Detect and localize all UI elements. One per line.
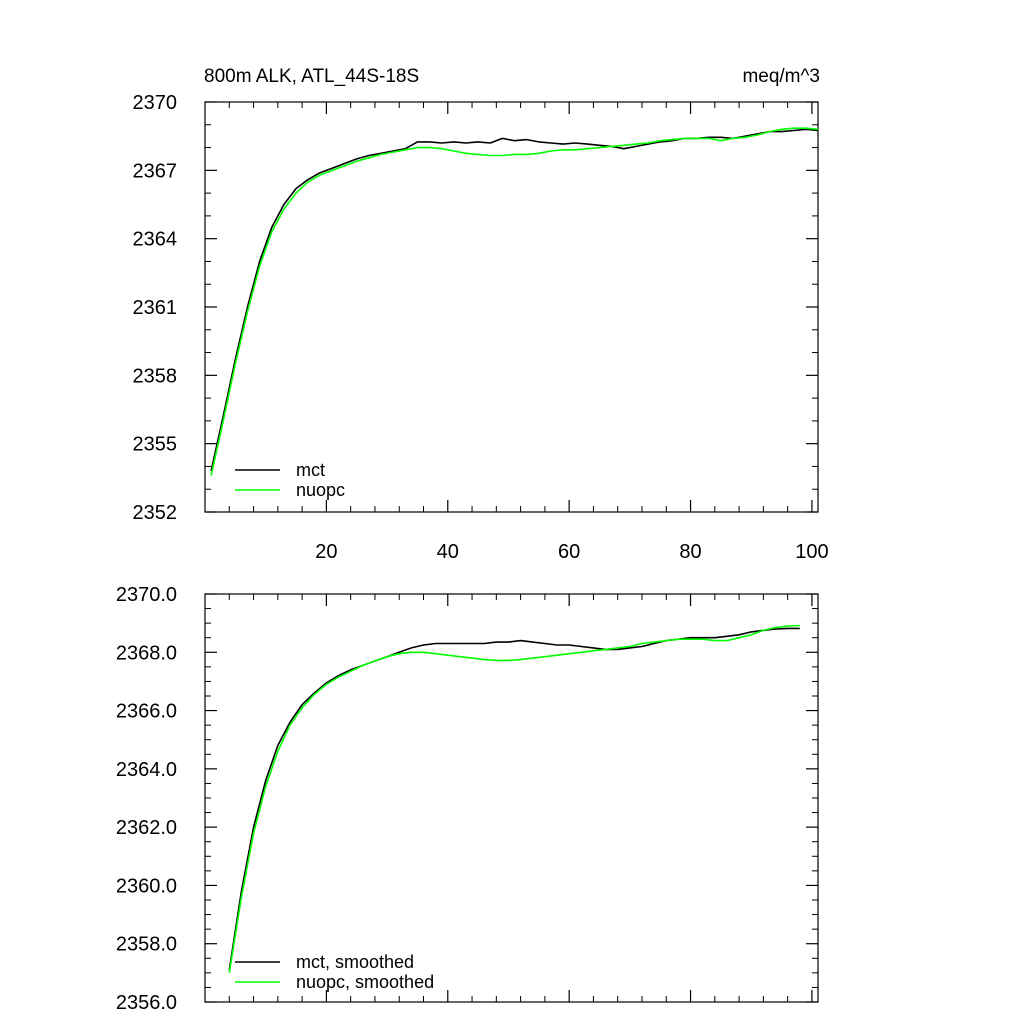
y-tick-label: 2366.0: [116, 701, 177, 723]
y-tick-label: 2358: [133, 365, 178, 387]
y-tick-label: 2356.0: [116, 992, 177, 1014]
x-tick-label: 20: [315, 541, 337, 563]
y-tick-label: 2361: [133, 297, 178, 319]
tick-labels: 2356.0 2358.0 2360.0 2362.0 2364.0 2366.0 2368…: [116, 584, 177, 1014]
plot-frame: [204, 593, 819, 1003]
y-tick-label: 2367: [133, 160, 178, 182]
legend-label-mct: mct: [296, 460, 325, 480]
series-line-mct-smoothed: [228, 627, 800, 971]
series-layer: [210, 127, 819, 476]
x-tick-label: 40: [437, 541, 459, 563]
plot-frame: [204, 101, 819, 513]
legend: mct, smoothed nuopc, smoothed: [235, 952, 434, 992]
series-line-mct: [210, 128, 819, 472]
series-line-nuopc: [210, 127, 819, 476]
x-tick-label: 60: [558, 541, 580, 563]
y-tick-label: 2364.0: [116, 759, 177, 781]
y-tick-label: 2355: [133, 434, 178, 456]
tick-marks: [205, 101, 818, 513]
y-tick-label: 2352: [133, 502, 178, 524]
series-layer: [228, 624, 800, 974]
y-tick-label: 2364: [133, 229, 178, 251]
chart-units: meq/m^3: [742, 66, 820, 87]
legend-label-nuopc: nuopc: [296, 480, 345, 500]
legend: mct nuopc: [235, 460, 345, 500]
tick-marks: [205, 593, 818, 1003]
y-tick-label: 2370: [133, 92, 178, 114]
y-tick-label: 2358.0: [116, 934, 177, 956]
y-tick-label: 2368.0: [116, 642, 177, 664]
y-tick-label: 2370.0: [116, 584, 177, 606]
series-line-nuopc-smoothed: [228, 624, 800, 974]
x-tick-label: 80: [679, 541, 701, 563]
chart-title: 800m ALK, ATL_44S-18S: [204, 66, 419, 87]
legend-label-nuopc-smoothed: nuopc, smoothed: [296, 972, 434, 992]
top-panel: 800m ALK, ATL_44S-18S meq/m^3 20 40 60 80 10…: [133, 66, 829, 563]
y-tick-label: 2360.0: [116, 875, 177, 897]
bottom-panel: 2356.0 2358.0 2360.0 2362.0 2364.0 2366.0 2368…: [116, 584, 819, 1014]
x-tick-label: 100: [795, 541, 828, 563]
y-tick-label: 2362.0: [116, 817, 177, 839]
legend-label-mct-smoothed: mct, smoothed: [296, 952, 414, 972]
tick-labels: 20 40 60 80 100 2352 2355 2358 2361 2364 2367 2370: [133, 92, 829, 563]
